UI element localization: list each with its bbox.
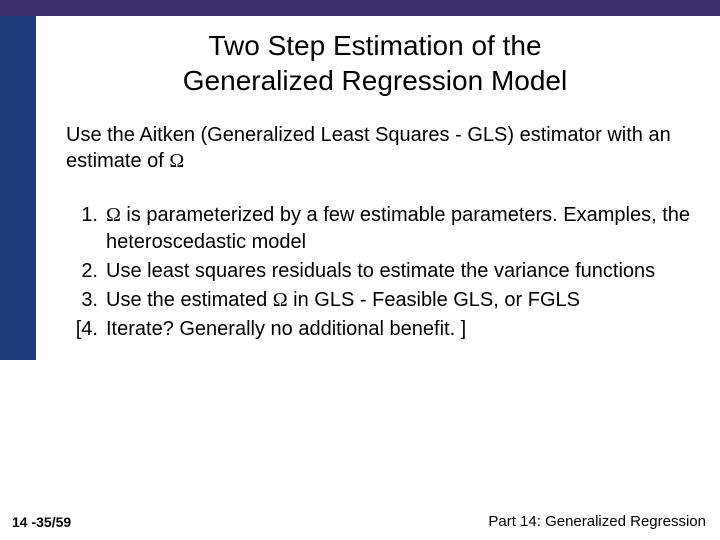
omega-symbol: Ω xyxy=(169,150,184,172)
list-number: 3. xyxy=(58,287,106,314)
list-item: 3. Use the estimated Ω in GLS - Feasible… xyxy=(58,287,700,314)
title-line-1: Two Step Estimation of the xyxy=(208,30,541,61)
list-number: [4. xyxy=(58,316,106,343)
corner-overlay xyxy=(0,0,36,16)
omega-symbol: Ω xyxy=(106,204,121,226)
slide-number: 14 -35/59 xyxy=(12,514,71,530)
slide-content: Two Step Estimation of the Generalized R… xyxy=(50,24,700,500)
list-item: 2. Use least squares residuals to estima… xyxy=(58,258,700,285)
omega-symbol: Ω xyxy=(273,289,288,311)
list-text: Ω is parameterized by a few estimable pa… xyxy=(106,202,700,256)
title-line-2: Generalized Regression Model xyxy=(183,65,567,96)
list-item: 1. Ω is parameterized by a few estimable… xyxy=(58,202,700,256)
list-number: 2. xyxy=(58,258,106,285)
slide-title: Two Step Estimation of the Generalized R… xyxy=(90,28,660,98)
steps-list: 1. Ω is parameterized by a few estimable… xyxy=(58,202,700,343)
list-item: [4. Iterate? Generally no additional ben… xyxy=(58,316,700,343)
list-text: Use least squares residuals to estimate … xyxy=(106,258,700,285)
top-accent-bar xyxy=(0,0,720,16)
intro-paragraph: Use the Aitken (Generalized Least Square… xyxy=(66,122,690,174)
list-number: 1. xyxy=(58,202,106,256)
footer-caption: Part 14: Generalized Regression xyxy=(488,513,706,530)
list-text: Use the estimated Ω in GLS - Feasible GL… xyxy=(106,287,700,314)
list-text: Iterate? Generally no additional benefit… xyxy=(106,316,700,343)
side-accent-bar xyxy=(0,0,36,360)
intro-text: Use the Aitken (Generalized Least Square… xyxy=(66,124,671,172)
